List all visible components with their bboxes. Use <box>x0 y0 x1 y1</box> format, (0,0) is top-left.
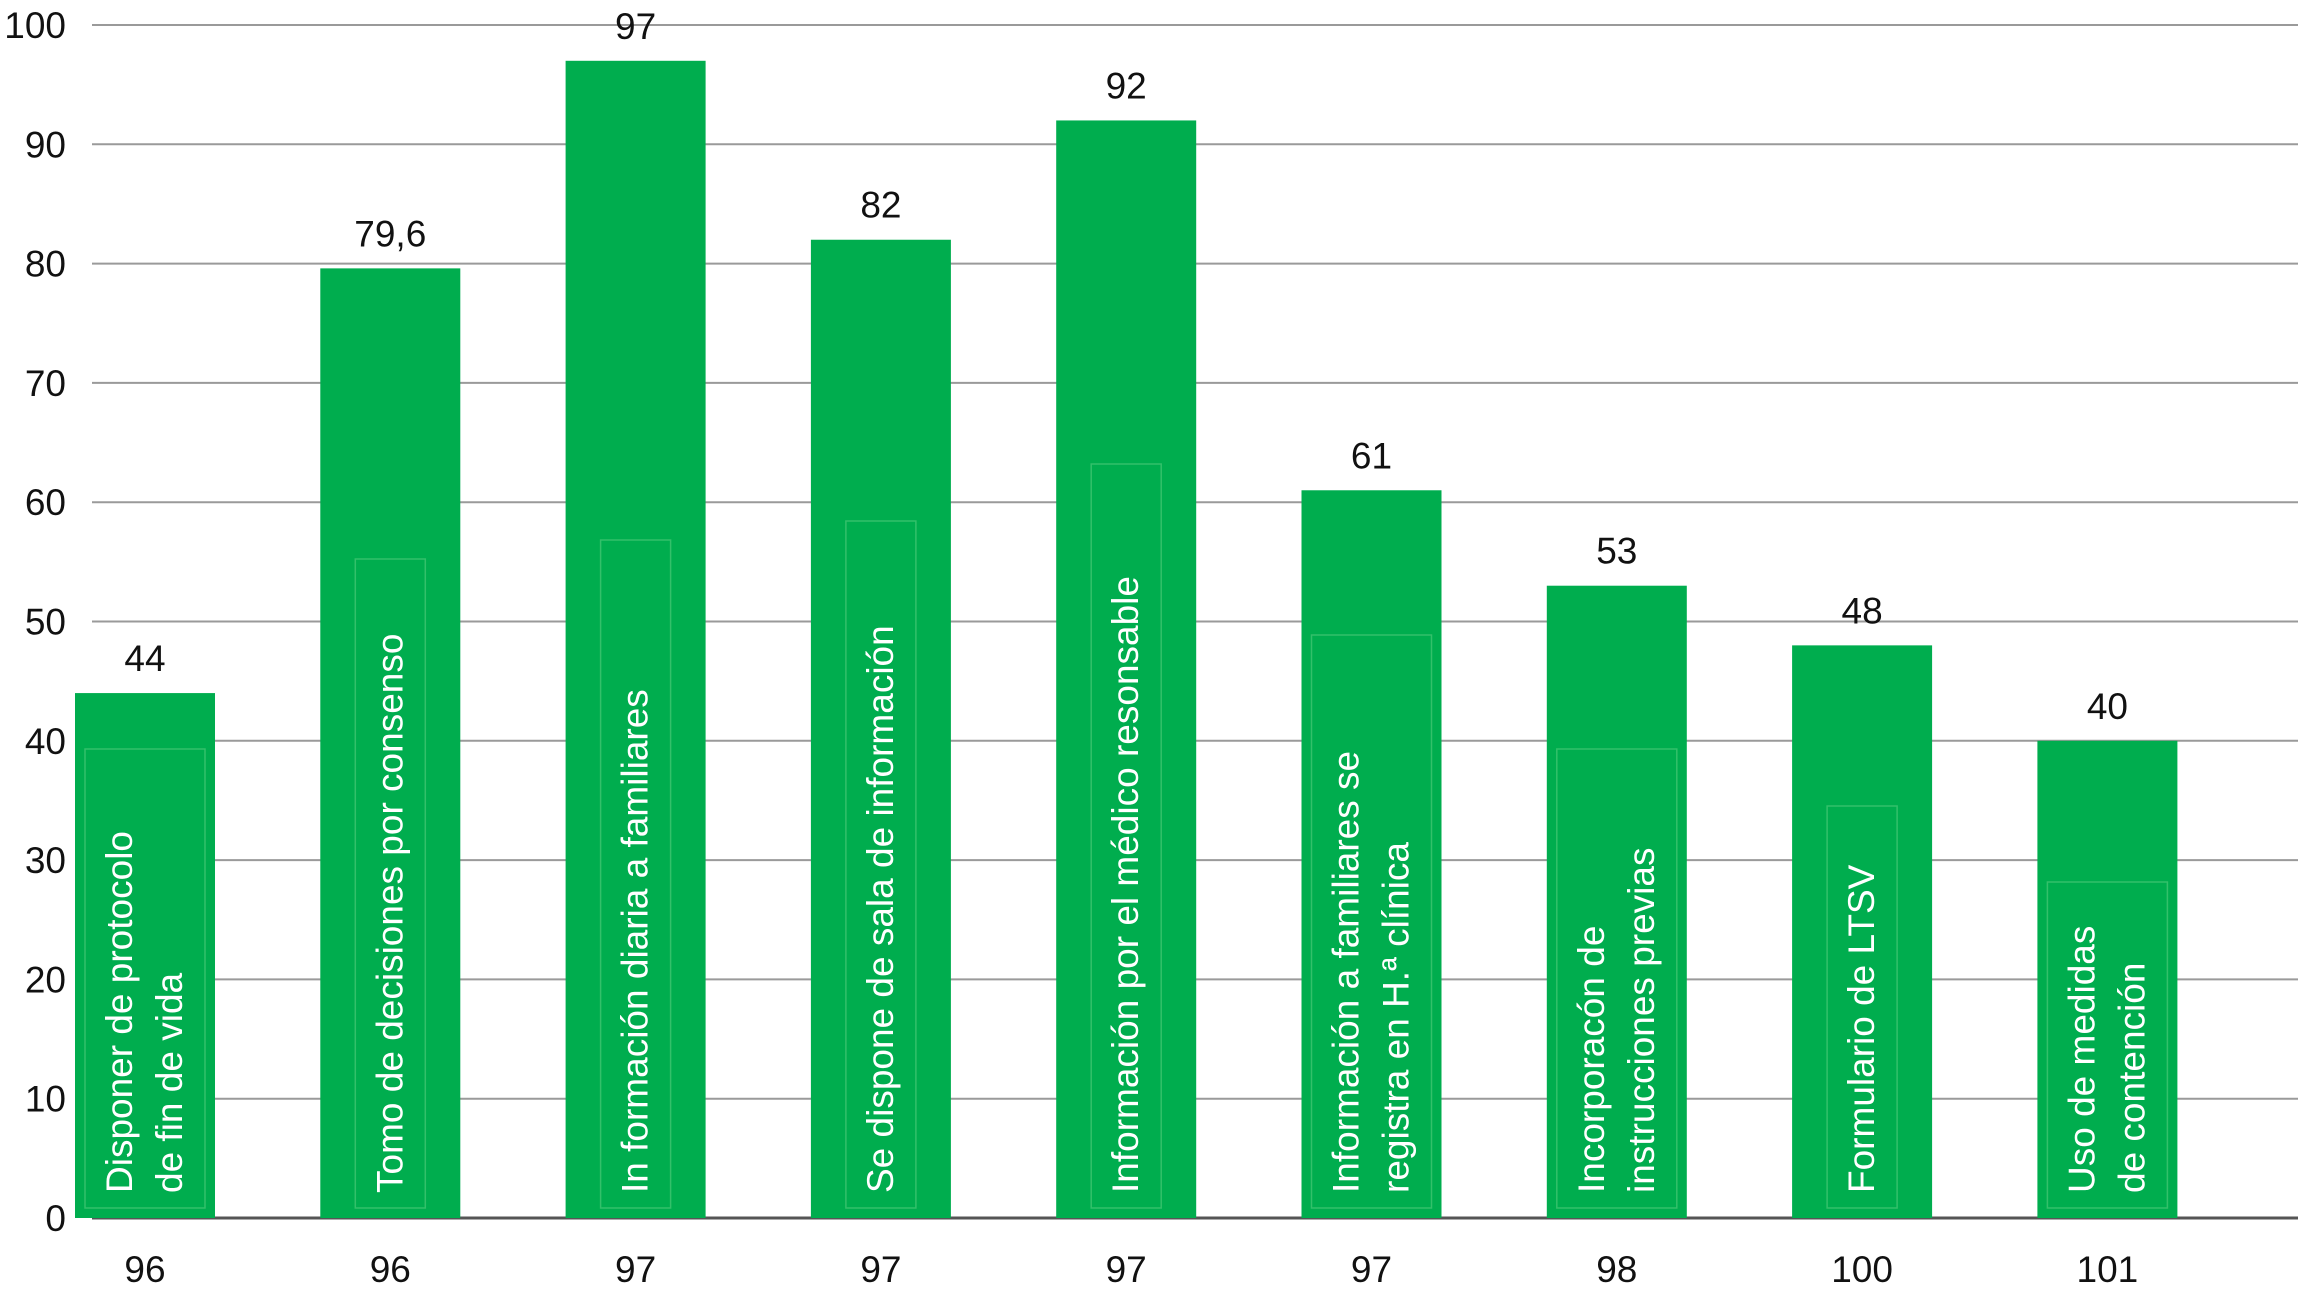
data-label: 97 <box>615 6 656 47</box>
bar <box>320 268 461 1218</box>
data-label: 44 <box>124 638 165 679</box>
data-label: 40 <box>2087 686 2128 727</box>
y-tick-label: 50 <box>25 602 66 643</box>
x-tick-label: 97 <box>1106 1249 1147 1290</box>
bar-inner-label: de contención <box>2111 963 2152 1193</box>
bar <box>565 60 706 1218</box>
bar-inner-label: Tomo de decisiones por consenso <box>369 634 410 1193</box>
y-tick-label: 40 <box>25 721 66 762</box>
bar-inner-label: Disponer de protocolo <box>99 831 140 1193</box>
bar-group: 61 Información a familiares se registra en… <box>1301 435 1442 1218</box>
y-tick-label: 70 <box>25 363 66 404</box>
bar-inner-label: Incorporacón de <box>1571 926 1612 1193</box>
bar-group: 92 Información por el médico resonsable <box>1056 65 1197 1219</box>
bar-group: 44 Disponer de protocolo de fin de vida <box>75 638 215 1218</box>
bar-group: 97 In formación diaria a familiares <box>565 6 706 1218</box>
bar-inner-label: Formulario de LTSV <box>1841 864 1882 1193</box>
bar-inner-label: Información a familiares se <box>1326 751 1367 1193</box>
bar-text-frame <box>2046 881 2169 1209</box>
bar-text-frame <box>84 748 206 1209</box>
y-tick-label: 0 <box>45 1198 66 1239</box>
y-axis: 0 10 20 30 40 50 60 70 80 90 100 <box>4 5 66 1239</box>
bar-text-frame <box>1556 748 1678 1209</box>
bar-text-frame <box>1826 805 1898 1209</box>
x-axis: 96 96 97 97 97 97 98 100 101 <box>124 1249 2138 1290</box>
x-tick-label: 100 <box>1831 1249 1893 1290</box>
bar-inner-label: Información por el médico resonsable <box>1105 576 1146 1193</box>
x-tick-label: 97 <box>615 1249 656 1290</box>
bar-text-frame <box>354 558 427 1209</box>
bar <box>2037 740 2178 1218</box>
bar-group: 48 Formulario de LTSV <box>1792 590 1933 1218</box>
bar-group: 82 Se dispone de sala de información <box>810 185 951 1219</box>
y-tick-label: 10 <box>25 1079 66 1120</box>
data-label: 61 <box>1351 435 1392 476</box>
bar-text-frame <box>599 539 672 1209</box>
y-tick-label: 60 <box>25 482 66 523</box>
x-tick-label: 101 <box>2077 1249 2139 1290</box>
y-tick-label: 80 <box>25 244 66 285</box>
x-tick-label: 96 <box>124 1249 165 1290</box>
data-label: 82 <box>860 185 901 226</box>
bar <box>810 239 951 1219</box>
bar-text-frame <box>845 520 917 1209</box>
data-label: 53 <box>1596 531 1637 572</box>
data-label: 48 <box>1842 590 1883 631</box>
bars: 44 Disponer de protocolo de fin de vida 79,… <box>75 6 2178 1219</box>
bar-inner-label: registra en H.ª clínica <box>1376 842 1417 1193</box>
bar <box>1056 120 1197 1219</box>
data-label: 79,6 <box>354 213 426 254</box>
bar-text-frame <box>1310 634 1433 1209</box>
x-tick-label: 96 <box>370 1249 411 1290</box>
y-tick-label: 100 <box>4 5 66 46</box>
bar-text-frame <box>1090 463 1162 1209</box>
x-tick-label: 98 <box>1596 1249 1637 1290</box>
bar-inner-label: de fin de vida <box>149 972 190 1193</box>
bar <box>75 693 215 1218</box>
y-tick-label: 30 <box>25 840 66 881</box>
bar-inner-label: Se dispone de sala de información <box>860 625 901 1193</box>
y-tick-label: 90 <box>25 124 66 165</box>
bar <box>1792 645 1933 1218</box>
x-tick-label: 97 <box>860 1249 901 1290</box>
bar <box>1301 490 1442 1218</box>
bar <box>1546 585 1687 1218</box>
bar-group: 53 Incorporacón de instrucciones previas <box>1546 531 1687 1218</box>
bar-inner-label: In formación diaria a familiares <box>615 689 656 1193</box>
data-label: 92 <box>1106 65 1147 106</box>
bar-inner-label: Uso de medidas <box>2061 926 2102 1193</box>
bar-group: 79,6 Tomo de decisiones por consenso <box>320 213 461 1218</box>
y-tick-label: 20 <box>25 959 66 1000</box>
x-tick-label: 97 <box>1351 1249 1392 1290</box>
bar-inner-label: instrucciones previas <box>1621 848 1662 1193</box>
bar-group: 40 Uso de medidas de contención <box>2037 686 2178 1218</box>
